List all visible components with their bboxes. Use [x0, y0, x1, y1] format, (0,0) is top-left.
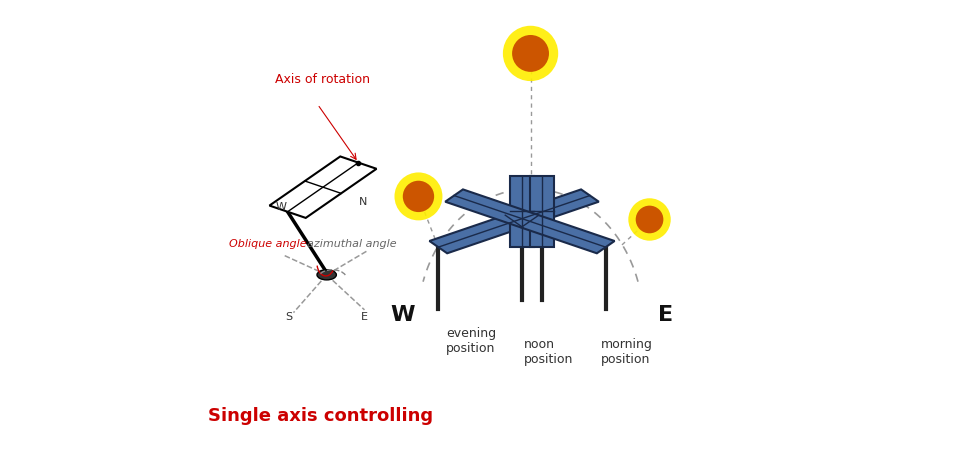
Text: Single axis controlling: Single axis controlling: [208, 407, 434, 425]
Text: Oblique angle: Oblique angle: [229, 238, 307, 248]
Circle shape: [503, 27, 559, 82]
Text: evening
position: evening position: [446, 326, 497, 354]
Text: W: W: [391, 304, 415, 324]
Text: azimuthal angle: azimuthal angle: [308, 238, 397, 248]
Text: S: S: [285, 312, 292, 322]
Text: morning
position: morning position: [601, 338, 653, 365]
Text: Axis of rotation: Axis of rotation: [275, 73, 371, 86]
Text: E: E: [658, 304, 673, 324]
Polygon shape: [530, 176, 554, 248]
Polygon shape: [430, 190, 599, 254]
Polygon shape: [445, 190, 615, 254]
Ellipse shape: [317, 270, 336, 280]
Circle shape: [394, 173, 442, 221]
Text: W: W: [276, 201, 287, 211]
Text: E: E: [361, 312, 368, 322]
Circle shape: [636, 206, 664, 234]
Circle shape: [512, 36, 549, 73]
Text: N: N: [359, 197, 368, 206]
Polygon shape: [510, 176, 534, 248]
Circle shape: [628, 199, 670, 241]
Polygon shape: [269, 157, 376, 219]
Text: noon
position: noon position: [523, 338, 573, 365]
Circle shape: [403, 181, 435, 213]
